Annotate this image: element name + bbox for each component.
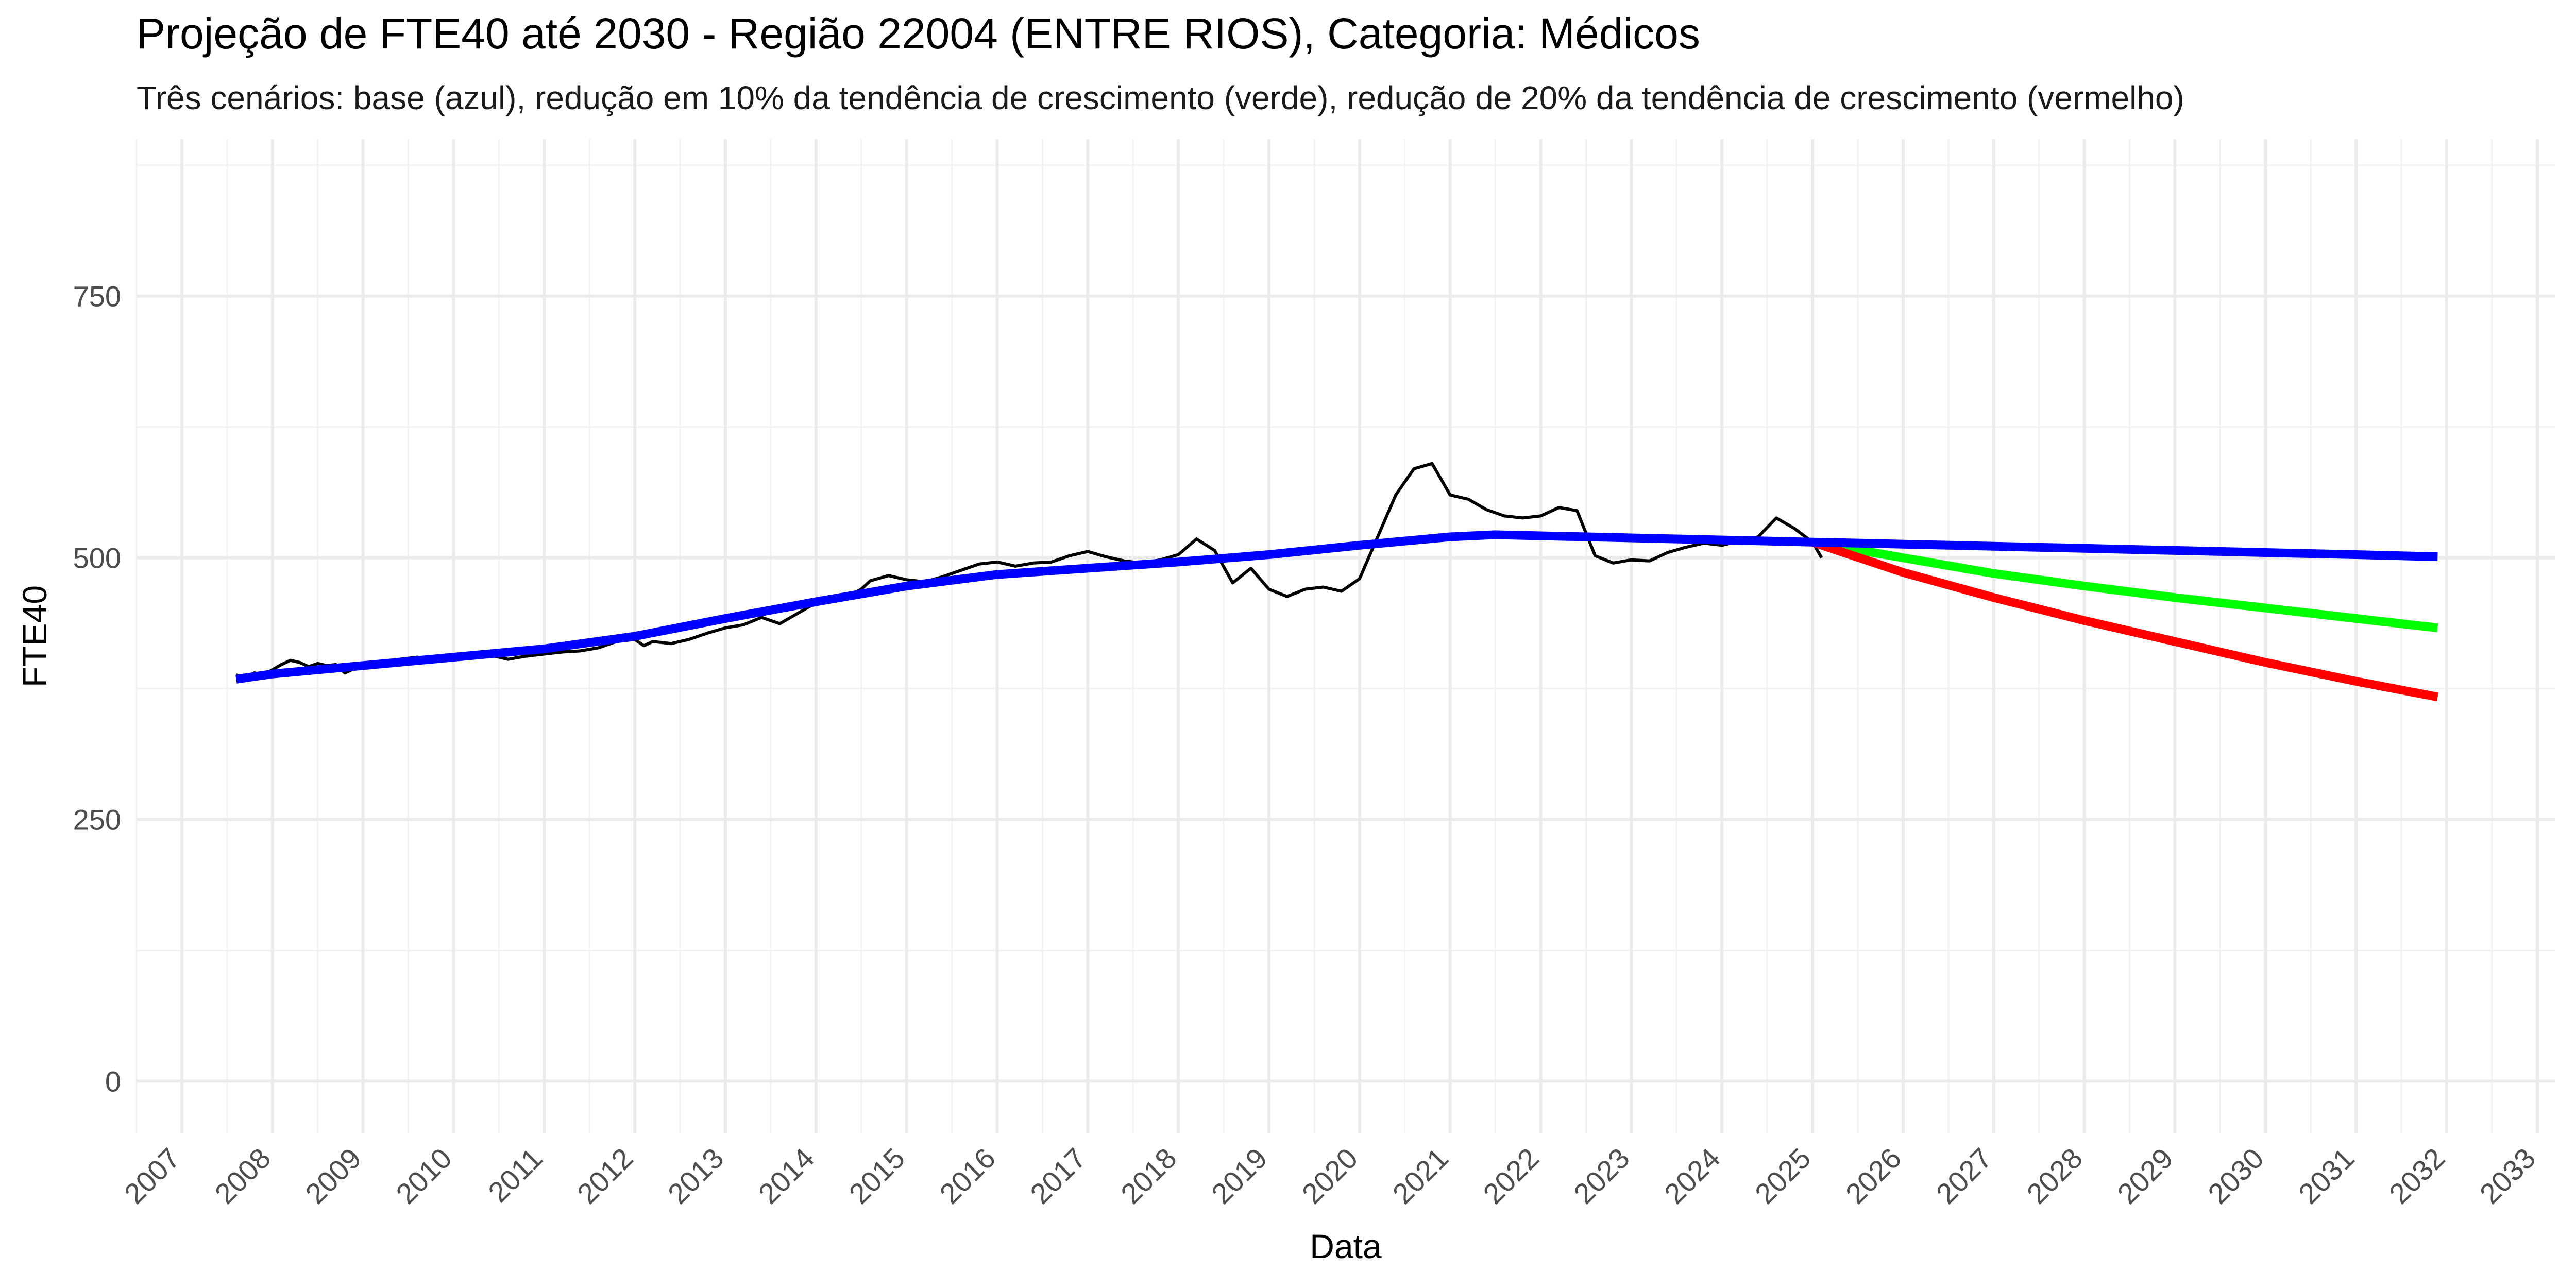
series-layer (235, 462, 2439, 702)
x-tick-label: 2011 (482, 1142, 549, 1209)
x-tick-label: 2032 (2383, 1142, 2451, 1210)
x-axis-ticks: 2007 2008 2009 2010 2011 2012 2013 2014 2015 2016… (118, 1142, 2542, 1210)
y-axis-title: FTE40 (15, 585, 54, 687)
chart-subtitle: Três cenários: base (azul), redução em 1… (137, 79, 2184, 116)
series-green-line (1811, 537, 2438, 633)
x-tick-label: 2016 (933, 1142, 1002, 1210)
x-tick-label: 2015 (843, 1142, 911, 1210)
x-tick-label: 2022 (1477, 1142, 1545, 1210)
x-tick-label: 2021 (1386, 1142, 1455, 1210)
x-tick-label: 2029 (2111, 1142, 2179, 1210)
x-tick-label: 2023 (1567, 1142, 1636, 1210)
x-tick-label: 2019 (1205, 1142, 1274, 1210)
x-tick-label: 2033 (2473, 1142, 2542, 1210)
x-tick-label: 2031 (2292, 1142, 2361, 1210)
x-tick-label: 2014 (752, 1142, 821, 1210)
x-tick-label: 2007 (118, 1142, 187, 1210)
y-tick-label: 750 (73, 280, 121, 313)
chart-title: Projeção de FTE40 até 2030 - Região 2200… (137, 9, 1700, 58)
x-tick-label: 2017 (1024, 1142, 1092, 1210)
x-tick-label: 2009 (299, 1142, 367, 1210)
x-tick-label: 2018 (1114, 1142, 1183, 1210)
x-tick-label: 2024 (1658, 1142, 1726, 1210)
x-tick-label: 2025 (1749, 1142, 1817, 1210)
x-tick-label: 2010 (389, 1142, 458, 1210)
x-tick-label: 2012 (571, 1142, 639, 1210)
y-tick-label: 0 (105, 1065, 121, 1097)
grid (135, 139, 2555, 1133)
series-red-line (1811, 538, 2439, 702)
x-tick-label: 2026 (1839, 1142, 1908, 1210)
x-tick-label: 2030 (2201, 1142, 2270, 1210)
x-axis-title: Data (1310, 1227, 1382, 1265)
series-base-line (235, 530, 2438, 684)
y-tick-label: 500 (73, 542, 121, 574)
x-tick-label: 2020 (1296, 1142, 1364, 1210)
y-tick-label: 250 (73, 804, 121, 836)
x-tick-label: 2013 (662, 1142, 730, 1210)
x-tick-label: 2027 (1930, 1142, 1998, 1210)
y-axis-ticks: 0 250 500 750 (73, 280, 121, 1098)
x-tick-label: 2028 (2020, 1142, 2089, 1210)
x-tick-label: 2008 (209, 1142, 277, 1210)
